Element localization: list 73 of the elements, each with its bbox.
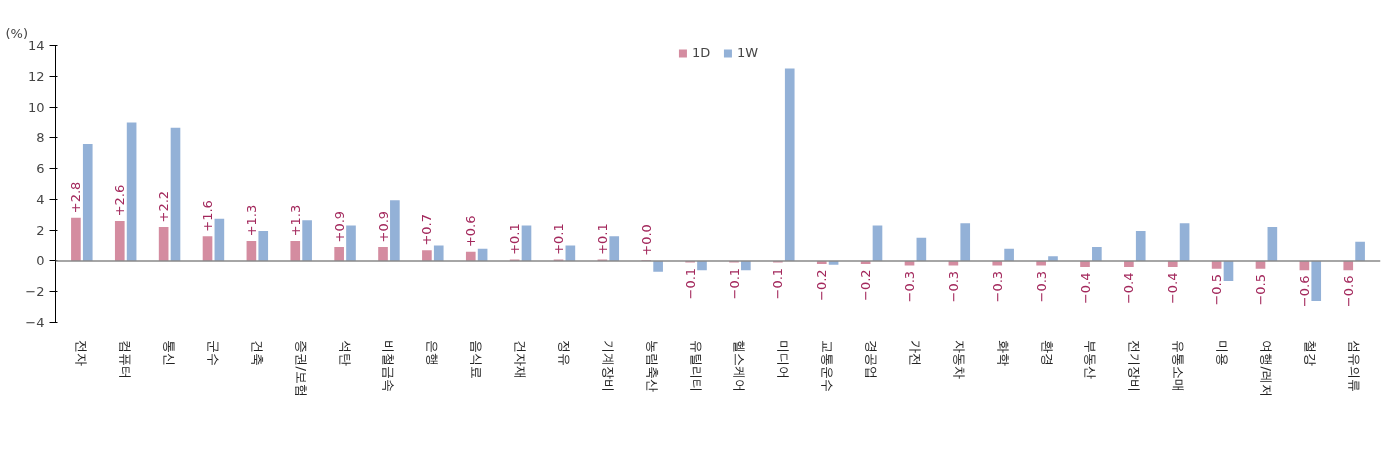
x-tick-label: 화학 (995, 340, 1011, 367)
data-label: +2.2 (156, 190, 172, 223)
x-tick-label: 군수 (205, 340, 221, 367)
data-label: −0.6 (1296, 275, 1312, 308)
y-tick-label: −2 (25, 284, 45, 300)
x-tick-label: 음식료 (469, 340, 485, 380)
legend-label: 1D (691, 45, 712, 60)
x-tick-label: 미디어 (776, 340, 792, 380)
x-tick-label: 자동차 (951, 340, 967, 380)
data-label: −0.6 (1340, 275, 1356, 308)
x-tick-label: 정유 (556, 340, 572, 367)
x-tick-label: 가전 (907, 340, 923, 367)
data-label: +1.3 (287, 204, 303, 237)
data-label: −0.5 (1209, 274, 1225, 306)
data-label: −0.5 (1253, 274, 1268, 306)
data-label: −0.2 (814, 269, 830, 301)
x-tick-label: 은행 (425, 340, 441, 367)
data-label: +0.6 (463, 215, 479, 248)
y-axis-title: (%) (5, 25, 28, 41)
y-tick-label: 8 (36, 130, 45, 146)
x-tick-label: 석탄 (337, 340, 353, 367)
x-tick-label: 미용 (1215, 340, 1231, 367)
data-label: −0.3 (989, 270, 1005, 303)
data-label: −0.1 (726, 267, 742, 300)
data-label: −0.3 (945, 270, 961, 303)
data-label: −0.4 (1077, 272, 1093, 305)
data-label: −0.4 (1121, 272, 1137, 305)
x-tick-label: 증권/보험 (293, 340, 309, 397)
data-label: +0.0 (638, 224, 654, 256)
x-tick-label: 비철금속 (381, 340, 397, 393)
data-label: +1.6 (200, 200, 216, 232)
data-label: −0.2 (858, 269, 874, 301)
data-label: +2.8 (68, 181, 84, 214)
y-tick-label: 12 (27, 68, 45, 84)
x-tick-label: 유통소매 (1171, 340, 1187, 393)
y-tick-label: −4 (25, 315, 45, 330)
y-tick-label: 4 (36, 191, 45, 207)
x-tick-label: 환경 (1039, 340, 1055, 367)
data-label: −0.1 (682, 267, 698, 300)
x-tick-label: 농림축산 (644, 340, 660, 393)
x-tick-label: 헬스케어 (732, 340, 748, 393)
x-tick-label: 경공업 (864, 340, 880, 380)
data-label: −0.3 (902, 270, 918, 303)
y-tick-label: 10 (27, 99, 45, 115)
x-tick-label: 교통운수 (820, 340, 836, 393)
x-tick-label: 기계장비 (600, 340, 616, 393)
y-tick-label: 0 (36, 253, 45, 269)
data-label: +0.1 (551, 223, 567, 255)
data-label: −0.4 (1165, 272, 1181, 305)
x-tick-label: 전자 (74, 340, 90, 367)
data-label: +0.9 (375, 210, 391, 243)
data-label: +1.3 (243, 204, 259, 237)
x-tick-label: 건축 (249, 340, 265, 367)
data-label: +2.6 (112, 184, 128, 217)
x-tick-label: 섬유의류 (1346, 340, 1362, 393)
x-tick-label: 여행/레저 (1258, 340, 1274, 397)
y-tick-label: 14 (27, 38, 45, 53)
data-label: −0.1 (770, 267, 786, 300)
y-tick-label: 2 (36, 222, 45, 238)
x-tick-label: 건자재 (513, 340, 529, 380)
x-tick-label: 부동산 (1083, 340, 1099, 380)
legend-label: 1W (736, 45, 759, 60)
data-label: +0.7 (419, 213, 435, 246)
x-tick-label: 컴퓨터 (118, 340, 134, 380)
data-label: +0.9 (331, 210, 347, 243)
x-tick-label: 유틸리티 (688, 340, 704, 393)
y-tick-label: 6 (36, 161, 45, 177)
x-tick-label: 통신 (162, 340, 178, 367)
data-label: +0.1 (594, 223, 610, 255)
x-tick-label: 철강 (1302, 340, 1318, 367)
data-label: −0.3 (1033, 270, 1049, 303)
data-label: +0.1 (507, 223, 523, 255)
x-tick-label: 전기장비 (1127, 340, 1143, 393)
